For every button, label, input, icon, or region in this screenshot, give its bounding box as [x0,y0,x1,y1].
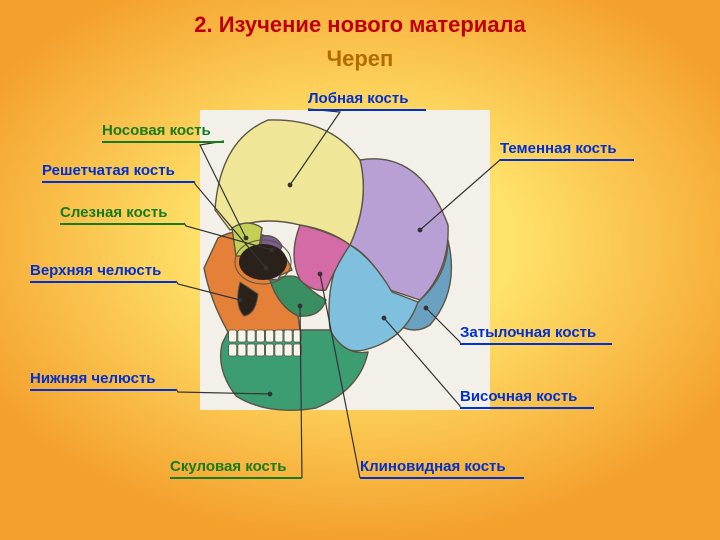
label-nasal-underline [102,141,224,143]
label-temporal-text: Височная кость [460,388,577,405]
leader-occipital-dot [424,306,429,311]
label-mandible-text: Нижняя челюсть [30,370,156,387]
label-lacrimal-underline [60,223,184,225]
leader-lacrimal [184,223,272,250]
label-parietal-underline [500,159,634,161]
leader-zygomatic [300,306,302,478]
leader-occipital [426,308,460,343]
label-lacrimal-text: Слезная кость [60,204,167,221]
label-lacrimal: Слезная кость [60,204,167,221]
leader-parietal-dot [418,228,423,233]
label-occipital: Затылочная кость [460,324,596,341]
label-occipital-text: Затылочная кость [460,324,596,341]
label-temporal: Височная кость [460,388,577,405]
leader-frontal [290,109,340,185]
label-sphenoid: Клиновидная кость [360,458,506,475]
label-frontal-underline [308,109,426,111]
label-frontal: Лобная кость [308,90,408,107]
label-maxilla: Верхняя челюсть [30,262,161,279]
label-maxilla-underline [30,281,176,283]
label-temporal-underline [460,407,594,409]
label-frontal-text: Лобная кость [308,90,408,107]
label-sphenoid-text: Клиновидная кость [360,458,506,475]
leader-sphenoid-dot [318,272,323,277]
label-sphenoid-underline [360,477,524,479]
label-mandible-underline [30,389,176,391]
leader-ethmoid-dot [264,266,269,271]
label-zygomatic-underline [170,477,302,479]
leader-maxilla-dot [238,298,243,303]
label-ethmoid: Решетчатая кость [42,162,175,179]
label-mandible: Нижняя челюсть [30,370,156,387]
label-occipital-underline [460,343,612,345]
leader-lacrimal-dot [270,248,275,253]
leader-nasal [200,141,246,238]
label-parietal: Теменная кость [500,140,617,157]
leader-ethmoid [194,181,266,268]
leader-sphenoid [320,274,360,478]
leader-nasal-dot [244,236,249,241]
leader-zygomatic-dot [298,304,303,309]
leader-mandible-dot [268,392,273,397]
label-parietal-text: Теменная кость [500,140,617,157]
leader-parietal [420,159,500,230]
label-nasal: Носовая кость [102,122,211,139]
leader-temporal-dot [382,316,387,321]
label-maxilla-text: Верхняя челюсть [30,262,161,279]
label-zygomatic: Скуловая кость [170,458,286,475]
slide-stage: 2. Изучение нового материала Череп Лобна… [0,0,720,540]
label-zygomatic-text: Скуловая кость [170,458,286,475]
leader-maxilla [176,281,240,300]
leader-mandible [176,389,270,394]
label-ethmoid-underline [42,181,194,183]
label-ethmoid-text: Решетчатая кость [42,162,175,179]
label-nasal-text: Носовая кость [102,122,211,139]
leader-frontal-dot [288,183,293,188]
